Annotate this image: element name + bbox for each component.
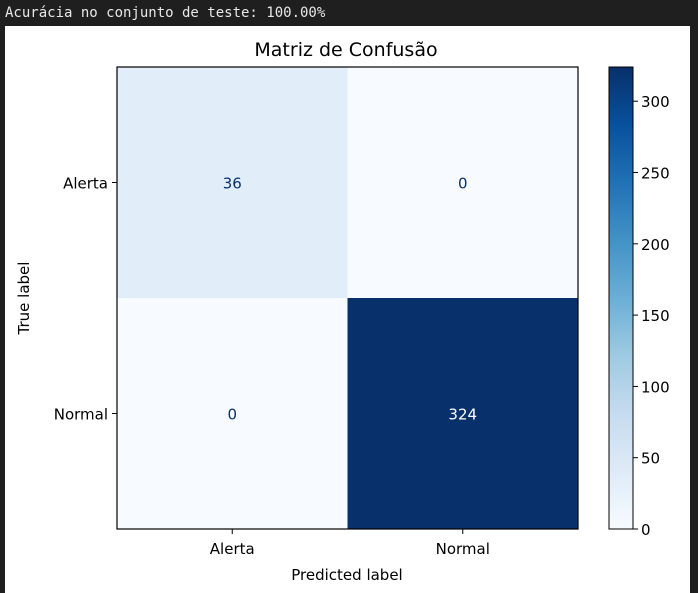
matrix-cell <box>117 298 348 529</box>
colorbar-tick-label: 50 <box>641 450 660 468</box>
colorbar-tick-label: 150 <box>641 307 670 325</box>
matrix-cell <box>347 298 578 529</box>
colorbar-tick-label: 300 <box>641 93 670 111</box>
y-axis-label: True label <box>15 262 33 336</box>
x-tick-label: Alerta <box>210 540 255 558</box>
cell-value-label: 0 <box>458 175 468 193</box>
confusion-matrix-chart: Matriz de Confusão 36 00 324 Alerta Normal … <box>15 39 670 584</box>
colorbar <box>608 66 634 530</box>
matrix-frame <box>116 66 579 530</box>
matrix-cell <box>117 67 348 298</box>
console-output-line: Acurácia no conjunto de teste: 100.00% <box>5 5 326 21</box>
matrix-cell <box>347 67 578 298</box>
chart-title: Matriz de Confusão <box>254 39 437 61</box>
cell-value-label: 36 <box>223 175 242 193</box>
cell-value-label: 324 <box>448 406 477 424</box>
cell-value-label: 0 <box>227 406 237 424</box>
y-tick-label: Normal <box>54 406 108 424</box>
x-tick-label: Normal <box>436 540 490 558</box>
colorbar-tick-label: 0 <box>641 521 651 539</box>
figure-canvas: Matriz de Confusão 36 0 0 324 Alerta Normal … <box>5 26 690 593</box>
colorbar-tick-label: 100 <box>641 378 670 396</box>
y-tick-label: Alerta <box>63 175 108 193</box>
colorbar-tick-label: 200 <box>641 236 670 254</box>
x-axis-label: Predicted label <box>291 566 402 584</box>
colorbar-tick-label: 250 <box>641 165 670 183</box>
